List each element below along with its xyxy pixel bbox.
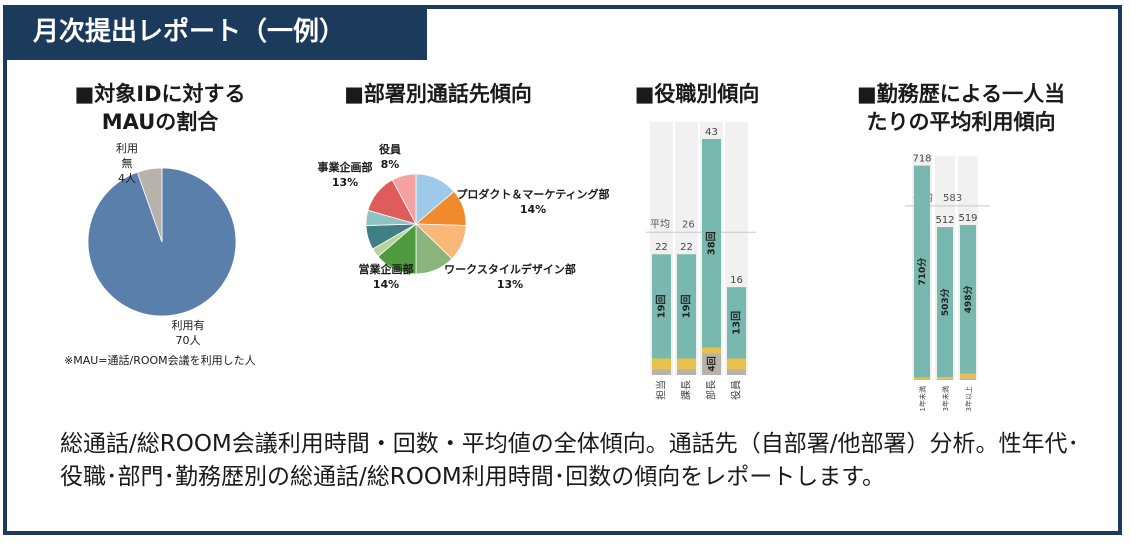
- bar-segment: [937, 378, 953, 380]
- page-title: 月次提出レポート（一例）: [3, 5, 427, 60]
- bar-segment: [727, 287, 746, 359]
- bar-total-label: 22: [655, 242, 668, 253]
- bar-segment: [914, 379, 930, 380]
- mau-used-value: 70人: [175, 334, 201, 347]
- mau-unused-name: 利用無: [116, 142, 138, 170]
- dept-pie-chart: [365, 173, 467, 275]
- tenure-section-title: ■勤務歴による一人当 たりの平均利用傾向: [826, 80, 1096, 136]
- bar-segment: [702, 138, 721, 348]
- bar-segment: [727, 358, 746, 370]
- dept-section-title: ■部署別通話先傾向: [344, 82, 532, 106]
- dept-label-product-pct: 14%: [519, 203, 547, 216]
- mau-unused-label: 利用無 4人: [112, 141, 142, 186]
- mau-title-line1: ■対象IDに対する: [74, 82, 246, 106]
- bar-total-label: 718: [912, 154, 931, 165]
- bar-segment: [960, 225, 976, 374]
- bar-category-label: 部長: [705, 380, 718, 400]
- bar-category-label: 役員: [730, 380, 743, 400]
- bar-extra-label: 4回: [707, 356, 718, 371]
- bar-category-label: 3年未満: [941, 386, 950, 411]
- dept-label-jigyo: 事業企画部 13%: [305, 160, 385, 190]
- bar-segment: [677, 358, 696, 370]
- bar-inner-label: 13回: [731, 311, 743, 335]
- dept-label-yakuin-name: 役員: [379, 143, 401, 156]
- dept-label-product-name: プロダクト＆マーケティング部: [456, 188, 610, 201]
- tenure-bar-chart: 平均583718710分1年未満512503分3年未満519498分3年以上: [905, 154, 990, 411]
- mau-unused-value: 4人: [118, 172, 136, 185]
- bar-category-label: 課長: [680, 380, 693, 400]
- bar-segment: [914, 165, 930, 378]
- bar-segment: [677, 254, 696, 359]
- dept-label-workstyle-name: ワークスタイルデザイン部: [444, 263, 576, 276]
- mau-slice-unused: [136, 167, 163, 243]
- bar-inner-label: 19回: [681, 294, 693, 318]
- bar-segment: [727, 369, 746, 375]
- dept-label-workstyle: ワークスタイルデザイン部 13%: [440, 262, 580, 292]
- dept-label-yakuin: 役員 8%: [370, 142, 410, 172]
- dept-label-jigyo-name: 事業企画部: [317, 161, 373, 174]
- bar-inner-label: 503分: [939, 288, 951, 316]
- bar-total-label: 519: [958, 213, 977, 224]
- mau-pie-chart: [87, 167, 237, 317]
- dept-label-eigyo-name: 営業企画部: [358, 263, 414, 276]
- bar-total-label: 22: [680, 242, 693, 253]
- bar-segment: [914, 377, 930, 380]
- bar-inner-label: 710分: [916, 258, 928, 286]
- mau-title-line2: MAUの割合: [101, 110, 219, 134]
- average-value: 583: [943, 193, 962, 204]
- bar-segment: [960, 373, 976, 379]
- tenure-title-line1: ■勤務歴による一人当: [856, 82, 1066, 106]
- bar-segment: [677, 369, 696, 375]
- mau-footnote: ※MAU=通話/ROOM会議を利用した人: [64, 354, 256, 367]
- mau-used-name: 利用有: [171, 319, 205, 332]
- bar-segment: [937, 377, 953, 379]
- bar-segment: [652, 358, 671, 370]
- tenure-title-line2: たりの平均利用傾向: [866, 110, 1056, 134]
- bar-total-label: 512: [935, 215, 954, 226]
- mau-section-title: ■対象IDに対する MAUの割合: [40, 80, 280, 136]
- dept-slice-9: [391, 173, 417, 225]
- dept-label-product: プロダクト＆マーケティング部 14%: [448, 187, 618, 217]
- bar-segment: [702, 347, 721, 354]
- bar-segment: [937, 227, 953, 378]
- average-value: 26: [682, 219, 695, 230]
- dept-label-eigyo-pct: 14%: [372, 278, 400, 291]
- mau-used-label: 利用有 70人: [168, 318, 208, 348]
- bar-segment: [652, 254, 671, 359]
- dept-label-jigyo-pct: 13%: [331, 176, 359, 189]
- report-frame: [3, 5, 1122, 535]
- bar-segment: [652, 369, 671, 375]
- bar-total-label: 43: [705, 127, 718, 138]
- bar-category-label: 3年以上: [964, 386, 973, 411]
- bar-category-label: 1年未満: [918, 386, 927, 411]
- bar-segment: [702, 353, 721, 375]
- role-section-title: ■役職別傾向: [634, 82, 760, 106]
- report-description: 総通話/総ROOM会議利用時間・回数・平均値の全体傾向。通話先（自部署/他部署）…: [60, 431, 1080, 490]
- average-label: 平均: [650, 218, 670, 230]
- dept-label-workstyle-pct: 13%: [496, 278, 524, 291]
- bar-inner-label: 38回: [706, 231, 718, 255]
- bar-segment: [960, 378, 976, 380]
- bar-inner-label: 19回: [656, 294, 668, 318]
- dept-label-yakuin-pct: 8%: [380, 158, 400, 171]
- bar-category-label: 担当: [655, 380, 668, 400]
- dept-label-eigyo: 営業企画部 14%: [346, 262, 426, 292]
- bar-inner-label: 498分: [962, 285, 974, 313]
- bar-total-label: 16: [730, 275, 743, 286]
